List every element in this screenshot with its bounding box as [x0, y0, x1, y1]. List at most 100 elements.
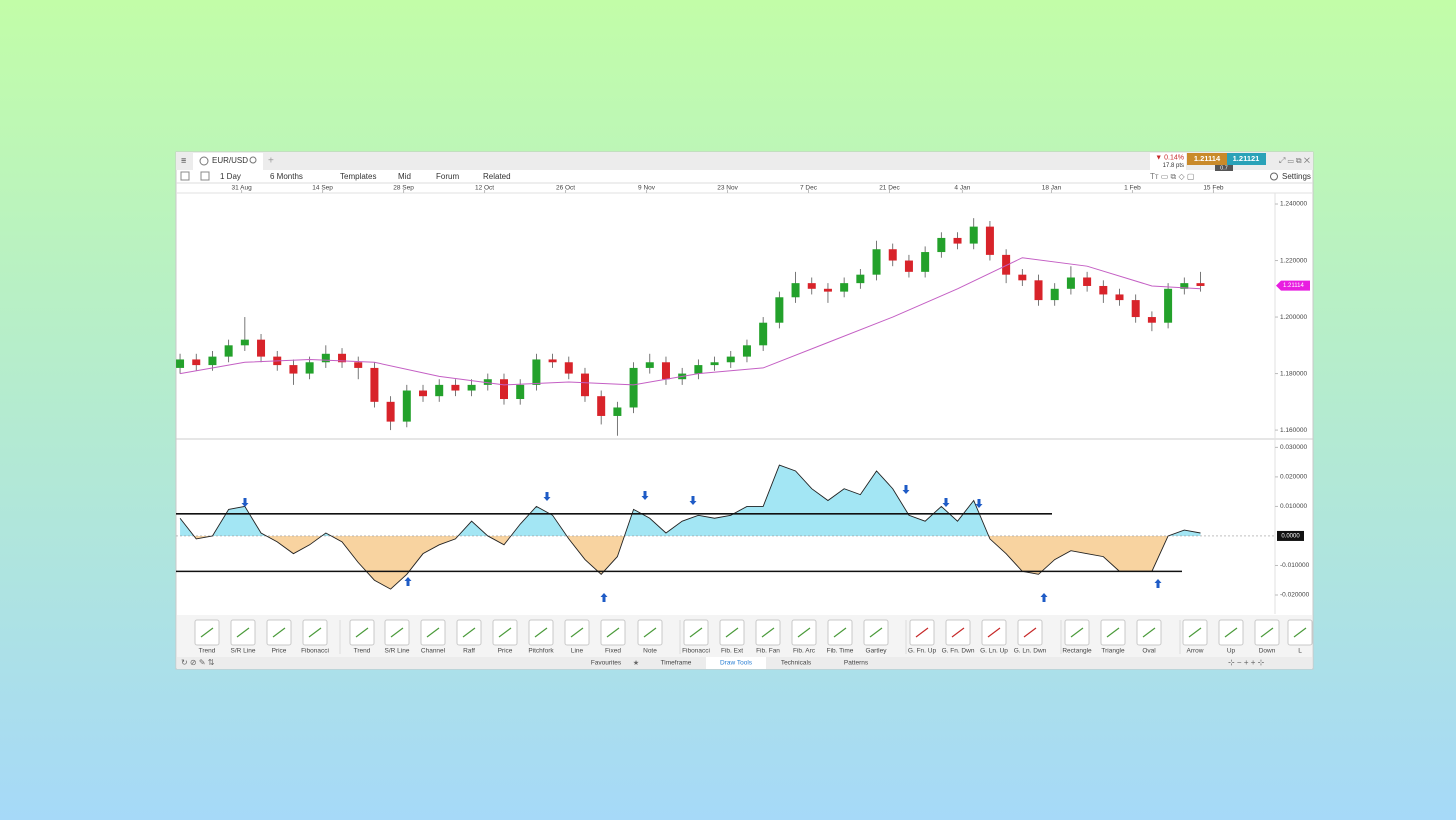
tool-label[interactable]: L: [1298, 648, 1302, 655]
tool-label[interactable]: Fib. Ext: [721, 648, 743, 655]
tool-label[interactable]: G. Fn. Dwn: [942, 648, 975, 655]
search-icon[interactable]: [249, 156, 257, 164]
tool-label[interactable]: Trend: [354, 648, 371, 655]
related[interactable]: Related: [483, 172, 511, 181]
candle-body: [840, 283, 849, 292]
x-tick-label: 1 Feb: [1124, 185, 1141, 192]
x-tick-label: 9 Nov: [638, 185, 656, 192]
sell-box[interactable]: [1187, 153, 1227, 165]
tool-label[interactable]: Fibonacci: [682, 648, 710, 655]
toolbar-icons[interactable]: Tт ▭ ⧉ ◇ ▢: [1150, 172, 1194, 181]
candle-body: [791, 283, 800, 298]
tool-label[interactable]: Pitchfork: [528, 648, 554, 655]
zero-tag-label: 0.0000: [1281, 534, 1300, 540]
candle-body: [985, 226, 994, 255]
tool-label[interactable]: Fib. Fan: [756, 648, 780, 655]
x-tick-label: 31 Aug: [231, 185, 252, 192]
buy-price[interactable]: 1.21121: [1233, 154, 1260, 163]
tool-glyph: [236, 627, 250, 638]
tool-label[interactable]: Price: [272, 648, 287, 655]
tool-label[interactable]: Line: [571, 648, 584, 655]
candle-body: [1115, 294, 1124, 301]
add-tab[interactable]: +: [268, 156, 274, 167]
y-tick-label: 1.180000: [1280, 370, 1307, 377]
tool-glyph: [1023, 627, 1037, 638]
candle-body: [856, 274, 865, 284]
y-tick-label: 0.020000: [1280, 474, 1307, 481]
bottom-tab[interactable]: Technicals: [781, 660, 812, 667]
x-tick-label: 14 Sep: [312, 185, 333, 192]
tool-label[interactable]: S/R Line: [385, 648, 410, 655]
tool-glyph: [987, 627, 1001, 638]
tab-symbol[interactable]: EUR/USD: [212, 156, 248, 165]
range[interactable]: 6 Months: [270, 172, 303, 181]
star-icon[interactable]: ★: [633, 659, 639, 667]
candle-body: [694, 365, 703, 374]
tool-label[interactable]: Down: [1259, 648, 1276, 655]
buy-box[interactable]: [1227, 153, 1266, 165]
x-tick-label: 15 Feb: [1203, 185, 1224, 192]
tool-label[interactable]: Raff: [463, 648, 475, 655]
tool-label[interactable]: Arrow: [1187, 648, 1204, 655]
menu-icon[interactable]: ≡: [181, 155, 186, 165]
tool-glyph: [308, 627, 322, 638]
tool-label[interactable]: Channel: [421, 648, 446, 655]
tool-label[interactable]: G. Ln. Dwn: [1014, 648, 1047, 655]
tool-label[interactable]: G. Fn. Up: [908, 648, 937, 655]
tab-icon: [199, 156, 209, 166]
tool-label[interactable]: Up: [1227, 648, 1236, 655]
tool-glyph: [689, 627, 703, 638]
tool-label[interactable]: S/R Line: [231, 648, 256, 655]
bottom-tab[interactable]: Favourites: [591, 660, 622, 667]
tool-label[interactable]: Gartley: [866, 648, 888, 655]
tool-glyph: [1293, 627, 1307, 638]
tool-label[interactable]: Oval: [1142, 648, 1156, 655]
oscillator-line: [179, 464, 1201, 590]
candle-body: [1196, 283, 1205, 286]
x-tick-label: 4 Jan: [954, 185, 970, 192]
tool-label[interactable]: Trend: [199, 648, 216, 655]
tool-label[interactable]: Triangle: [1101, 648, 1125, 655]
tool-label[interactable]: Fib. Arc: [793, 648, 816, 655]
interval[interactable]: 1 Day: [220, 172, 241, 181]
up-arrow: [1040, 593, 1048, 602]
tool-glyph: [390, 627, 404, 638]
layout-icon[interactable]: [200, 171, 210, 181]
y-tick-label: -0.020000: [1280, 592, 1310, 599]
tool-label[interactable]: Fixed: [605, 648, 621, 655]
bottom-tab[interactable]: Patterns: [844, 660, 869, 667]
candle-body: [305, 362, 314, 374]
candle-body: [629, 367, 638, 408]
settings-icon[interactable]: [1270, 172, 1278, 181]
tool-glyph: [426, 627, 440, 638]
bottom-icons[interactable]: ↻ ⊘ ✎ ⇅: [181, 658, 215, 667]
tool-glyph: [951, 627, 965, 638]
candle-body: [823, 288, 832, 292]
candle-body: [467, 384, 476, 391]
candle-body: [338, 353, 347, 363]
templates[interactable]: Templates: [340, 172, 376, 181]
candle-body: [499, 379, 508, 400]
tool-label[interactable]: G. Ln. Up: [980, 648, 1008, 655]
sell-price[interactable]: 1.21114: [1194, 154, 1221, 163]
bottom-tab[interactable]: Draw Tools: [720, 660, 753, 667]
tool-label[interactable]: Note: [643, 648, 657, 655]
tool-label[interactable]: Rectangle: [1062, 648, 1092, 655]
mid[interactable]: Mid: [398, 172, 411, 181]
window-controls[interactable]: ⤢ ▭ ⧉ ✕: [1278, 156, 1310, 165]
tool-label[interactable]: Fibonacci: [301, 648, 329, 655]
tool-label[interactable]: Price: [498, 648, 513, 655]
candle-body: [613, 407, 622, 416]
panel-icon[interactable]: [180, 171, 190, 181]
settings[interactable]: Settings: [1282, 172, 1311, 181]
candle-body: [1147, 317, 1156, 323]
bottom-tab[interactable]: Timeframe: [661, 660, 692, 667]
forum[interactable]: Forum: [436, 172, 459, 181]
tab[interactable]: [193, 153, 263, 170]
tool-glyph: [462, 627, 476, 638]
zoom-icons[interactable]: ⊹ − + + ⊹: [1228, 658, 1265, 667]
candle-body: [580, 373, 589, 397]
tool-label[interactable]: Fib. Time: [827, 648, 854, 655]
